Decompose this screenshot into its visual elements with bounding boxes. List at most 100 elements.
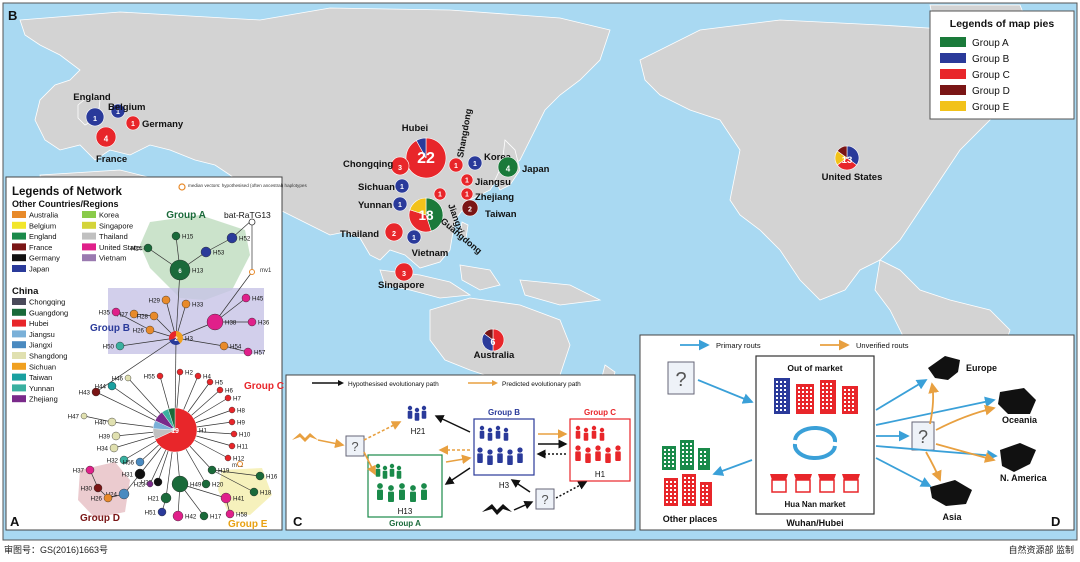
building-window: [664, 465, 666, 467]
building-window: [690, 463, 692, 465]
pie-count: 1: [473, 161, 477, 168]
china-title: China: [12, 286, 39, 297]
building-window: [822, 391, 824, 393]
building-window: [810, 391, 812, 393]
building-window: [848, 401, 850, 403]
building-window: [674, 493, 676, 495]
pie-slice: [460, 173, 474, 187]
person-body: [595, 451, 601, 461]
building-window: [672, 453, 674, 455]
h1-label: H1: [595, 470, 606, 479]
haplotype-node: [160, 492, 172, 504]
pie-hubei: 22 Hubei: [402, 123, 447, 179]
haplotype-label: H29: [149, 298, 161, 305]
haplotype-node: [243, 347, 253, 357]
person-body: [414, 412, 420, 421]
building-window: [852, 397, 854, 399]
haplotype-node: [103, 493, 113, 503]
median-vector-node: [237, 461, 243, 467]
person-body: [375, 468, 381, 477]
network-legend-item: Jiangsu: [29, 330, 55, 339]
haplotype-node: [228, 406, 236, 414]
wuhan-label: Wuhan/Hubei: [786, 518, 843, 528]
pie-slice: [846, 145, 860, 166]
building-window: [784, 401, 786, 403]
building-window: [844, 409, 846, 411]
group-b-area: [108, 288, 264, 354]
building-window: [806, 395, 808, 397]
haplotype-node: [220, 492, 232, 504]
market-stall-roof: [794, 474, 812, 480]
building-window: [700, 463, 702, 465]
person-head: [605, 447, 611, 453]
building-window: [668, 465, 670, 467]
building-window: [830, 395, 832, 397]
building-window: [692, 501, 694, 503]
group-a-c-label: Group A: [389, 519, 421, 528]
haplotype-label: H18: [260, 490, 272, 497]
panel-a-network: Legends of Network median vectors: hypot…: [5, 176, 307, 531]
building-window: [776, 389, 778, 391]
building-window: [702, 485, 704, 487]
building-window: [690, 455, 692, 457]
haplotype-node: [91, 387, 101, 397]
haplotype-label: H54: [230, 344, 242, 351]
haplotype-label: H22: [141, 480, 153, 487]
legend-black-arrow: [338, 380, 344, 386]
pie-taiwan: 2 Taiwan: [461, 199, 517, 220]
pie-slice: [497, 156, 519, 178]
bat-icon-black: [482, 504, 512, 515]
pie-slice: [405, 137, 447, 179]
building-window: [784, 393, 786, 395]
pie-zhejiang: 1 Zhejiang: [460, 187, 514, 203]
pie-slice: [460, 187, 474, 201]
building-window: [706, 497, 708, 499]
pie-count: 18: [418, 208, 434, 223]
panel-letter-a: A: [10, 514, 20, 529]
haplotype-label: H20: [212, 482, 224, 489]
market-stall: [795, 479, 811, 493]
namerica-label: N. America: [1000, 473, 1048, 483]
haplotype-label: H8: [237, 408, 245, 415]
panel-c-arrows: [317, 415, 588, 511]
pie-count: 1: [116, 109, 120, 116]
legend-unverified-text: Unverified routs: [856, 341, 909, 350]
network-edge: [214, 271, 253, 323]
network-legend-swatch: [12, 373, 26, 381]
person-head: [497, 447, 503, 453]
building-window: [666, 493, 668, 495]
haplotype-node: [145, 325, 155, 335]
haplotype-node: [118, 488, 130, 500]
building-window: [826, 391, 828, 393]
map-legend-swatch: [940, 69, 966, 79]
pie-germany: 1 Germany: [125, 115, 184, 131]
building-window: [688, 485, 690, 487]
person-head: [388, 485, 394, 491]
haplotype-label: H21: [148, 496, 160, 503]
building-window: [780, 385, 782, 387]
network-edge: [115, 311, 151, 331]
haplotype-label: H24: [106, 492, 118, 499]
building-window: [784, 405, 786, 407]
haplotype-node: [111, 431, 121, 441]
haplotype-label: H47: [68, 414, 80, 421]
haplotype-node: [135, 457, 145, 467]
building-window: [692, 489, 694, 491]
building-window: [848, 389, 850, 391]
person-body: [599, 432, 605, 441]
network-edge: [83, 415, 113, 423]
haplotype-label: H51: [145, 510, 157, 517]
map-label-england: England: [73, 92, 111, 103]
building-window: [844, 397, 846, 399]
building-window: [798, 403, 800, 405]
haplotype-label: H4: [203, 374, 211, 381]
building-window: [706, 489, 708, 491]
network-legend-swatch: [12, 319, 26, 327]
building-window: [802, 395, 804, 397]
building-window: [822, 387, 824, 389]
building-window: [688, 477, 690, 479]
map-label-france: France: [96, 154, 127, 165]
person-body: [583, 432, 589, 441]
haplotype-label: H14: [131, 246, 143, 253]
